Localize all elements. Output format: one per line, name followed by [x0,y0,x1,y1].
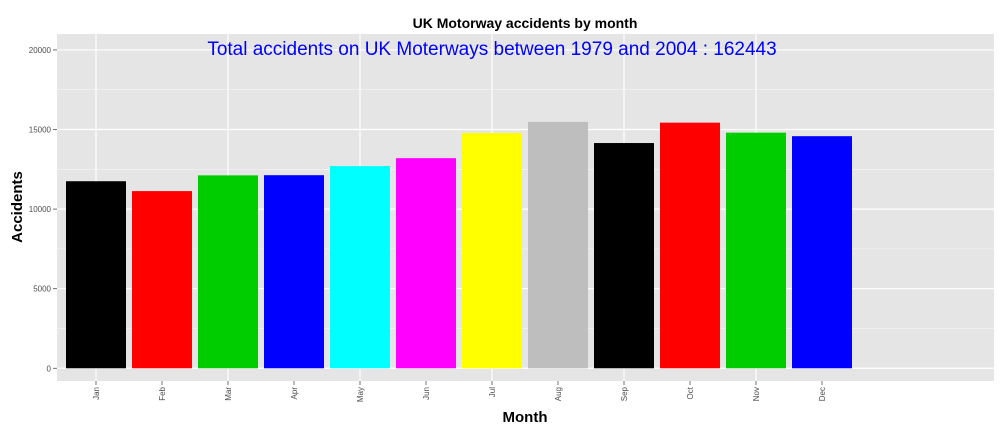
x-tick-label: Oct [686,386,695,399]
y-tick-label: 10000 [29,205,52,214]
y-tick-label: 0 [47,364,52,373]
x-tick-label: Aug [554,387,563,401]
bar-aug [528,121,588,369]
bar-apr [264,175,324,369]
total-accidents-annotation: Total accidents on UK Moterways between … [207,39,776,60]
y-tick-label: 15000 [29,126,52,135]
x-tick-label: Nov [752,387,761,401]
x-tick-label: Feb [158,386,167,400]
x-tick-label: Jul [488,387,497,397]
x-tick-label: Sep [620,386,629,401]
bar-jul [462,133,522,369]
chart-title: UK Motorway accidents by month [413,15,638,31]
y-axis-title: Accidents [9,171,26,243]
bar-jun [396,158,456,369]
x-tick-label: Dec [818,387,827,401]
x-tick-label: Jan [92,387,101,400]
bar-dec [792,136,852,369]
bar-oct [660,122,720,369]
x-axis-ticks: Jan Feb Mar Apr May Jun Jul Aug Sep Oct Nov Dec [92,381,827,402]
x-tick-label: Jun [422,387,431,400]
bar-feb [132,191,192,369]
x-tick-label: May [356,387,365,402]
bars [66,121,852,369]
bar-sep [594,143,654,369]
bar-jan [66,181,126,369]
y-tick-label: 20000 [29,46,52,55]
y-tick-label: 5000 [33,285,51,294]
bar-nov [726,132,786,369]
plot-panel [57,34,994,381]
x-tick-label: Mar [224,387,233,401]
bar-may [330,166,390,369]
x-tick-label: Apr [290,387,299,400]
bar-mar [198,175,258,369]
x-axis-title: Month [503,409,548,426]
y-axis-ticks: 0 5000 10000 15000 20000 [29,46,57,373]
